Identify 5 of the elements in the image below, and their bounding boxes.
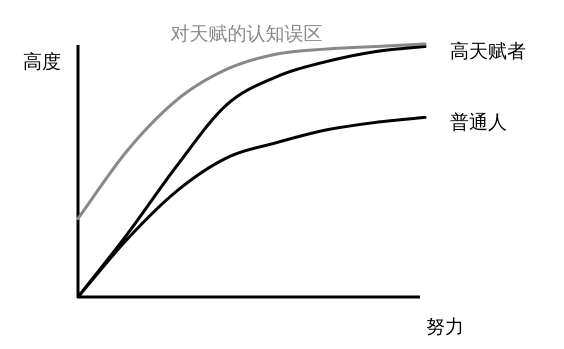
- series-label: 高天赋者: [450, 40, 526, 63]
- series-label: 普通人: [450, 111, 507, 134]
- x-axis-title: 努力: [426, 316, 464, 338]
- y-axis-title: 高度: [23, 51, 61, 73]
- series-label: 对天赋的认知误区: [170, 23, 322, 45]
